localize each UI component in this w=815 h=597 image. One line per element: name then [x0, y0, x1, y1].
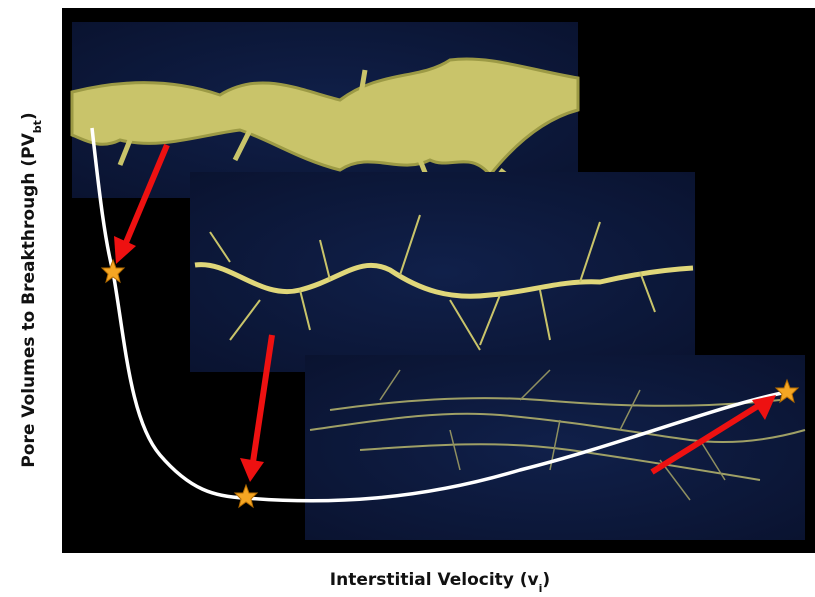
figure: Pore Volumes to Breakthrough (PVbt) Inte…: [0, 0, 815, 597]
y-axis-label: Pore Volumes to Breakthrough (PVbt): [19, 112, 44, 467]
x-axis-label: Interstitial Velocity (vi): [330, 570, 550, 595]
image-high-velocity: [305, 355, 805, 540]
image-low-velocity: [72, 22, 578, 198]
image-optimal-velocity: [190, 172, 695, 372]
